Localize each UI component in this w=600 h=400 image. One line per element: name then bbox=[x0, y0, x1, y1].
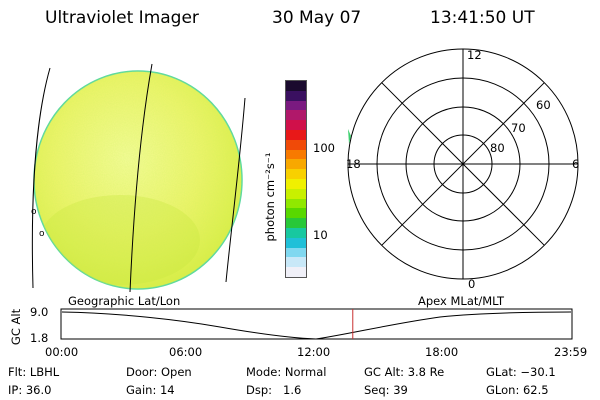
status-gain: Gain: 14 bbox=[126, 383, 175, 397]
colorbar-swatch bbox=[286, 257, 306, 268]
earth-marker: o bbox=[31, 207, 37, 217]
timeline-ytick-top: 9.0 bbox=[30, 305, 49, 319]
instrument-title: Ultraviolet Imager bbox=[45, 8, 199, 28]
status-dsp: Dsp: 1.6 bbox=[246, 383, 302, 397]
colorbar-swatch bbox=[286, 149, 306, 160]
timeline-xtick: 23:59 bbox=[554, 345, 588, 359]
mlt-label-12: 12 bbox=[467, 48, 482, 62]
colorbar-swatch bbox=[286, 139, 306, 150]
timeline-xtick: 18:00 bbox=[425, 345, 459, 359]
timeline-ytick-bottom: 1.8 bbox=[30, 331, 49, 345]
status-gc-alt: GC Alt: 3.8 Re bbox=[364, 365, 445, 379]
status-seq: Seq: 39 bbox=[364, 383, 408, 397]
colorbar-swatch bbox=[286, 227, 306, 238]
date-label: 30 May 07 bbox=[272, 8, 362, 28]
timeline-xtick: 06:00 bbox=[169, 345, 203, 359]
time-label: 13:41:50 UT bbox=[430, 8, 535, 28]
colorbar-swatch bbox=[286, 267, 306, 277]
polar-axis-diagonal bbox=[381, 82, 545, 246]
mlt-label-6: 6 bbox=[572, 157, 579, 171]
timeline-right-label: Apex MLat/MLT bbox=[418, 294, 505, 308]
colorbar-swatch bbox=[286, 110, 306, 121]
colorbar-swatch bbox=[286, 90, 306, 101]
colorbar-tick-10: 10 bbox=[313, 228, 328, 242]
status-glon: GLon: 62.5 bbox=[486, 383, 549, 397]
colorbar-swatch bbox=[286, 81, 306, 91]
timeline-xtick: 12:00 bbox=[297, 345, 331, 359]
timeline-left-label: Geographic Lat/Lon bbox=[68, 294, 181, 308]
meridian-line bbox=[129, 63, 153, 293]
meridian-line bbox=[225, 97, 246, 283]
colorbar-swatch bbox=[286, 159, 306, 170]
colorbar-swatch bbox=[286, 247, 306, 258]
earth-marker: o bbox=[39, 229, 45, 239]
colorbar-swatch bbox=[286, 218, 306, 228]
meridian-line bbox=[31, 67, 51, 289]
earth-disk bbox=[33, 70, 243, 290]
polar-plot: 12 18 6 0 60 70 80 bbox=[346, 48, 579, 291]
status-flt: Flt: LBHL bbox=[8, 365, 60, 379]
lat-label-60: 60 bbox=[536, 98, 551, 112]
colorbar bbox=[285, 80, 307, 278]
status-glat: GLat: −30.1 bbox=[486, 365, 556, 379]
mlt-label-18: 18 bbox=[346, 157, 361, 171]
colorbar-swatch bbox=[286, 169, 306, 179]
colorbar-swatch bbox=[286, 178, 306, 189]
colorbar-swatch bbox=[286, 198, 306, 209]
altitude-curve bbox=[61, 311, 572, 340]
colorbar-swatch bbox=[286, 129, 306, 140]
colorbar-swatch bbox=[286, 188, 306, 199]
polar-fragment bbox=[348, 129, 351, 144]
lat-label-70: 70 bbox=[511, 121, 526, 135]
status-door: Door: Open bbox=[126, 365, 192, 379]
status-ip: IP: 36.0 bbox=[8, 383, 52, 397]
colorbar-tick-100: 100 bbox=[313, 141, 335, 155]
status-mode: Mode: Normal bbox=[246, 365, 327, 379]
colorbar-swatch bbox=[286, 237, 306, 248]
timeline-xtick: 00:00 bbox=[45, 345, 79, 359]
colorbar-swatch bbox=[286, 100, 306, 111]
lat-label-80: 80 bbox=[490, 141, 505, 155]
colorbar-swatch bbox=[286, 208, 306, 219]
colorbar-swatch bbox=[286, 120, 306, 130]
mlt-label-0: 0 bbox=[468, 277, 475, 291]
